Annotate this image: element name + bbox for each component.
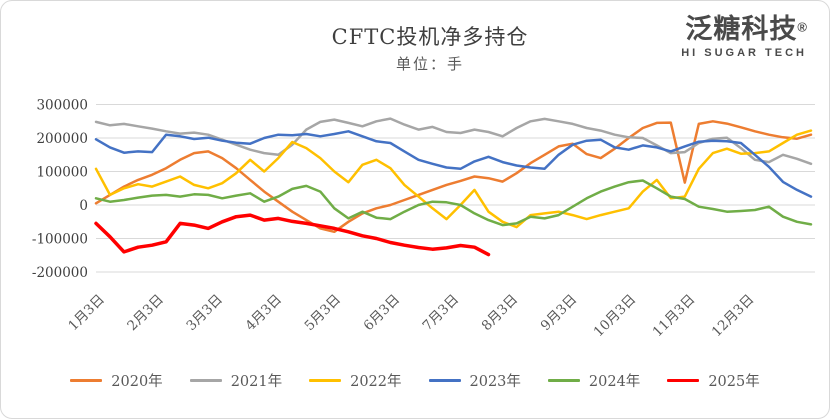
x-axis-tick-label: 8月3日 — [479, 292, 522, 335]
legend-label: 2021年 — [230, 374, 283, 390]
logo-tagline: HI SUGAR TECH — [681, 46, 807, 59]
x-axis-tick-label: 12月3日 — [709, 292, 758, 341]
logo-wordmark: 泛糖科技® — [681, 14, 807, 45]
legend-item: 2024年 — [547, 370, 641, 391]
y-axis-tick-label: -100000 — [32, 231, 88, 247]
series-line-2023年 — [94, 130, 813, 198]
registered-trademark-icon: ® — [797, 19, 807, 35]
y-axis-tick-label: 300000 — [36, 97, 88, 113]
legend-item: 2022年 — [309, 370, 402, 391]
legend-item: 2021年 — [189, 370, 283, 391]
legend-label: 2022年 — [350, 374, 402, 390]
legend-label: 2024年 — [588, 374, 641, 390]
series-line-2021年 — [94, 117, 813, 166]
x-axis-tick-label: 6月3日 — [361, 292, 404, 335]
x-axis-tick-label: 3月3日 — [183, 292, 226, 335]
legend-line-swatch — [189, 379, 222, 382]
y-axis-tick-label: 0 — [79, 198, 88, 214]
series-line-2022年 — [94, 129, 813, 229]
legend-label: 2023年 — [469, 374, 521, 390]
x-axis-tick-label: 4月3日 — [242, 292, 285, 335]
legend-item: 2023年 — [428, 370, 521, 391]
legend-line-swatch — [547, 379, 580, 382]
y-axis-tick-label: 200000 — [36, 131, 88, 147]
series-line-2024年 — [94, 179, 813, 227]
company-logo: 泛糖科技® HI SUGAR TECH — [681, 14, 807, 59]
x-axis-tick-label: 5月3日 — [301, 292, 344, 335]
legend-label: 2020年 — [111, 374, 163, 390]
legend-item: 2025年 — [667, 370, 760, 391]
x-axis-tick-label: 7月3日 — [420, 292, 463, 335]
chart-legend: 2020年 2021年 2022年 2023年 2024年 2025年 — [1, 370, 829, 391]
y-axis-tick-label: -200000 — [32, 265, 88, 281]
legend-line-swatch — [428, 379, 461, 382]
legend-label: 2025年 — [708, 374, 760, 390]
x-axis-tick-label: 1月3日 — [65, 292, 108, 335]
x-axis-tick-label: 10月3日 — [591, 292, 640, 341]
legend-line-swatch — [309, 379, 342, 382]
legend-line-swatch — [667, 378, 700, 383]
chart-unit-label: 单位：手 — [395, 55, 464, 73]
y-axis-tick-label: 100000 — [36, 164, 88, 180]
chart-title: CFTC投机净多持仓 — [331, 25, 529, 49]
logo-name: 泛糖科技 — [685, 14, 798, 44]
series-line-2020年 — [94, 120, 813, 234]
x-axis-tick-label: 9月3日 — [538, 292, 581, 335]
x-axis-tick-label: 11月3日 — [650, 292, 699, 341]
series-line-2025年 — [94, 213, 491, 257]
legend-item: 2020年 — [70, 370, 163, 391]
x-axis-tick-label: 2月3日 — [124, 292, 167, 335]
legend-line-swatch — [70, 379, 103, 382]
